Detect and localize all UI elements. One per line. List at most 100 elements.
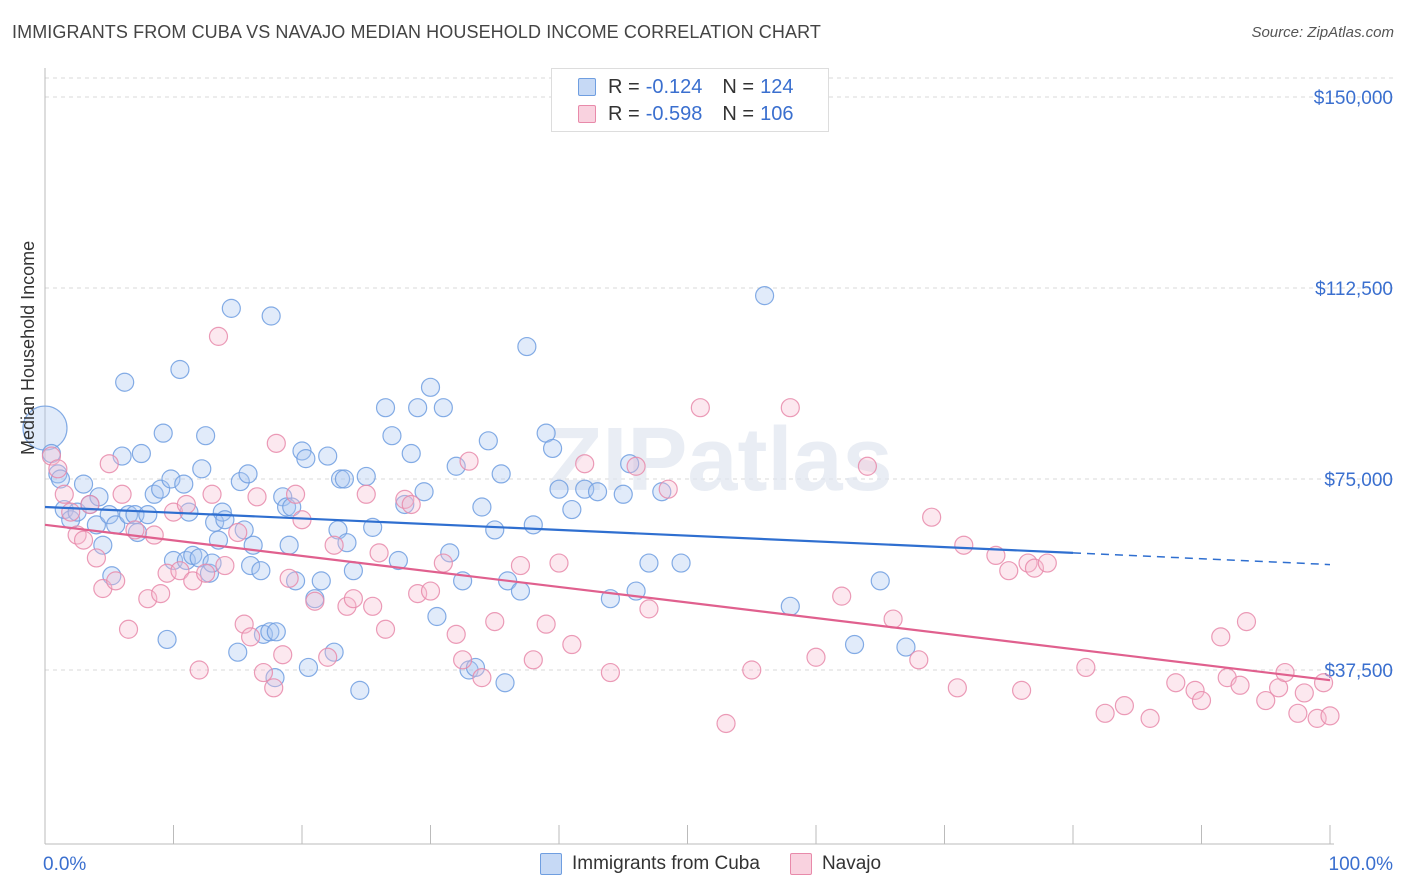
legend-r-label: R = — [608, 75, 640, 98]
cuba-point — [388, 550, 408, 571]
cuba-point — [170, 359, 190, 380]
navajo-point — [536, 614, 556, 634]
cuba-point — [754, 286, 775, 306]
navajo-point — [375, 619, 396, 639]
legend-swatch-navajo — [578, 105, 596, 123]
navajo-point — [832, 586, 852, 606]
navajo-point — [986, 545, 1006, 566]
navajo-point — [144, 525, 164, 545]
navajo-point — [196, 563, 216, 583]
navajo-point — [67, 525, 87, 545]
cuba-point — [318, 446, 338, 466]
navajo-trend-line — [44, 523, 1331, 682]
navajo-point — [690, 398, 710, 418]
navajo-point — [549, 553, 569, 573]
cuba-point — [395, 494, 415, 515]
cuba-point — [613, 484, 633, 504]
cuba-point — [896, 637, 916, 657]
legend-row-cuba: R = -0.124 N = 124 — [578, 75, 793, 99]
navajo-point — [395, 489, 415, 509]
navajo-point — [80, 494, 100, 515]
cuba-point — [311, 571, 331, 591]
navajo-point — [806, 647, 826, 667]
navajo-point — [1076, 657, 1096, 678]
navajo-point — [99, 454, 119, 474]
y-tick-label-2: $75,000 — [1324, 470, 1393, 491]
cuba-point — [427, 606, 447, 627]
navajo-point — [485, 612, 505, 632]
navajo-point — [999, 561, 1019, 581]
navajo-point — [1018, 553, 1038, 573]
navajo-point — [1256, 690, 1276, 711]
series-legend-item-cuba[interactable]: Immigrants from Cuba — [540, 853, 760, 875]
cuba-point — [587, 482, 608, 502]
cuba-point — [414, 482, 434, 502]
navajo-point — [947, 678, 967, 698]
navajo-point — [151, 583, 171, 604]
series-legend-label-cuba: Immigrants from Cuba — [572, 853, 760, 874]
navajo-point — [241, 627, 261, 647]
navajo-point — [1114, 696, 1135, 716]
navajo-point — [459, 451, 479, 471]
cuba-point — [153, 423, 173, 443]
y-tick-labels: $150,000 $112,500 $75,000 $37,500 — [1314, 88, 1393, 682]
cuba-point — [562, 499, 582, 520]
navajo-point — [170, 561, 190, 581]
navajo-point — [118, 619, 139, 639]
cuba-point — [196, 426, 216, 446]
legend-n-value: 106 — [760, 102, 794, 125]
gridlines — [45, 77, 1395, 671]
cuba-point — [671, 553, 691, 573]
navajo-point — [106, 571, 126, 591]
cuba-point — [446, 456, 466, 476]
navajo-point — [54, 484, 74, 504]
cuba-point — [549, 479, 569, 499]
y-axis-label: Median Household Income — [18, 240, 38, 455]
cuba-point — [870, 571, 890, 591]
cuba-point — [472, 497, 492, 517]
navajo-point — [1140, 708, 1160, 728]
series-legend-swatch-cuba — [540, 853, 562, 875]
navajo-point — [202, 484, 222, 504]
navajo-point — [600, 662, 621, 683]
cuba-point — [350, 680, 370, 700]
navajo-point — [1313, 673, 1334, 693]
navajo-point — [343, 589, 363, 609]
legend-swatch-cuba — [578, 78, 596, 96]
navajo-point — [279, 568, 299, 588]
navajo-point — [215, 555, 235, 576]
cuba-point — [495, 673, 515, 693]
cuba-point — [542, 438, 563, 459]
navajo-point — [318, 647, 338, 667]
cuba-point — [266, 622, 286, 642]
source-label: Source: ZipAtlas.com — [1251, 24, 1394, 41]
cuba-point — [433, 398, 453, 418]
navajo-point — [48, 459, 68, 479]
cuba-point — [343, 561, 363, 581]
navajo-point — [1320, 706, 1340, 726]
navajo-point — [909, 650, 929, 670]
cuba-point — [151, 479, 171, 499]
legend-r-label: R = — [608, 102, 640, 125]
cuba-point — [420, 377, 441, 397]
axes — [44, 68, 1334, 845]
x-tick-labels: 0.0% 100.0% — [43, 854, 1393, 875]
navajo-point — [716, 713, 736, 734]
navajo-point — [1166, 673, 1186, 693]
cuba-point — [228, 642, 248, 662]
cuba-point — [174, 474, 194, 494]
navajo-point — [1288, 703, 1308, 723]
series-legend-item-navajo[interactable]: Navajo — [789, 853, 881, 875]
navajo-point — [453, 650, 473, 670]
cuba-point — [296, 449, 316, 469]
navajo-point — [1011, 680, 1032, 700]
navajo-point — [253, 662, 274, 683]
navajo-point — [356, 484, 376, 504]
cuba-point — [324, 642, 344, 662]
legend-row-navajo: R = -0.598 N = 106 — [578, 102, 793, 126]
navajo-point — [363, 596, 383, 616]
navajo-point — [883, 609, 903, 629]
navajo-point — [61, 502, 81, 522]
cuba-point — [230, 471, 250, 492]
cuba-point — [408, 398, 428, 418]
